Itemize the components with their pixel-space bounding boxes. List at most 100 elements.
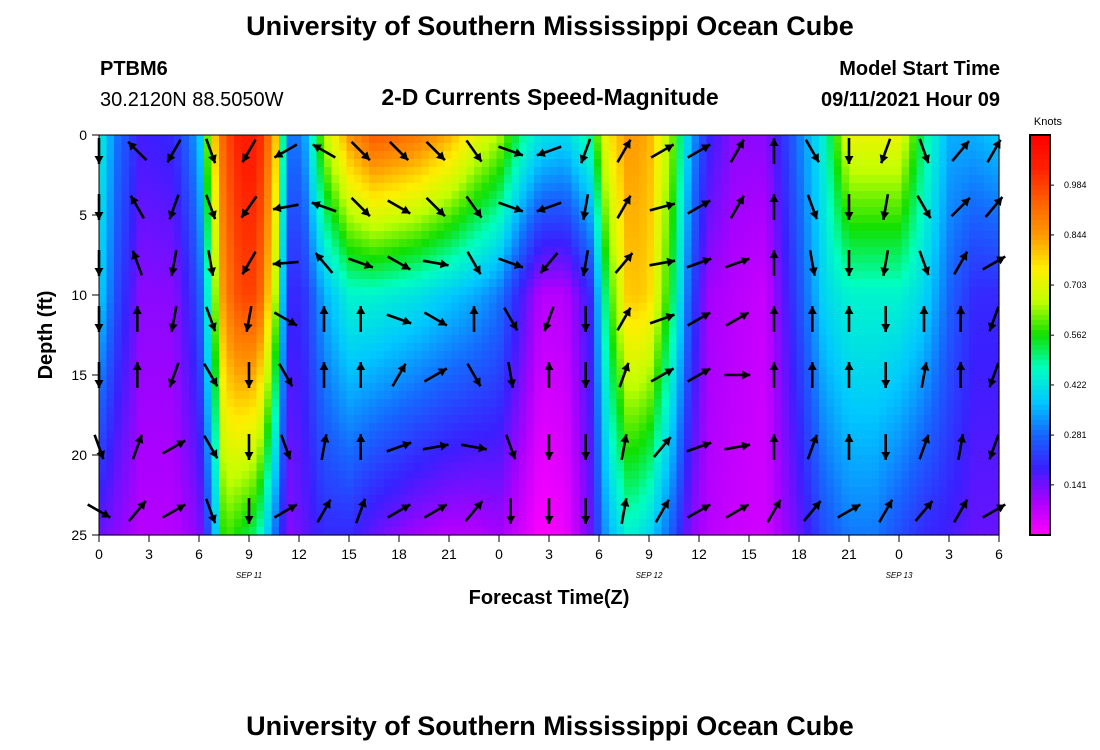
heatmap-cell [301,375,310,384]
heatmap-cell [676,263,685,272]
heatmap-cell [684,439,693,448]
heatmap-cell [751,471,760,480]
heatmap-cell [511,415,520,424]
heatmap-cell [211,143,220,152]
heatmap-cell [586,383,595,392]
heatmap-cell [504,335,513,344]
heatmap-cell [616,247,625,256]
heatmap-cell [564,375,573,384]
heatmap-cell [496,215,505,224]
heatmap-cell [204,303,213,312]
heatmap-cell [654,351,663,360]
heatmap-cell [339,167,348,176]
heatmap-cell [136,367,145,376]
heatmap-cell [174,391,183,400]
heatmap-cell [189,335,198,344]
heatmap-cell [796,239,805,248]
heatmap-cell [174,223,183,232]
heatmap-cell [256,231,265,240]
heatmap-cell [796,447,805,456]
heatmap-cell [406,407,415,416]
heatmap-cell [436,287,445,296]
heatmap-cell [684,215,693,224]
heatmap-cell [129,375,138,384]
heatmap-cell [714,375,723,384]
heatmap-cell [534,175,543,184]
heatmap-cell [459,287,468,296]
heatmap-cell [586,183,595,192]
heatmap-cell [819,231,828,240]
heatmap-cell [316,503,325,512]
heatmap-cell [661,327,670,336]
heatmap-cell [654,423,663,432]
heatmap-cell [376,295,385,304]
heatmap-cell [646,191,655,200]
heatmap-cell [744,191,753,200]
heatmap-cell [121,279,130,288]
heatmap-cell [819,223,828,232]
heatmap-cell [474,407,483,416]
heatmap-cell [256,311,265,320]
heatmap-cell [211,351,220,360]
heatmap-cell [691,287,700,296]
heatmap-cell [826,343,835,352]
heatmap-cell [384,239,393,248]
heatmap-cell [406,215,415,224]
heatmap-cell [226,519,235,528]
heatmap-cell [586,223,595,232]
heatmap-cell [444,431,453,440]
heatmap-cell [594,207,603,216]
heatmap-cell [331,327,340,336]
heatmap-cell [106,279,115,288]
heatmap-cell [331,295,340,304]
heatmap-cell [631,207,640,216]
heatmap-cell [631,479,640,488]
heatmap-cell [796,511,805,520]
heatmap-cell [579,495,588,504]
heatmap-cell [324,239,333,248]
heatmap-cell [376,159,385,168]
heatmap-cell [234,183,243,192]
heatmap-cell [729,383,738,392]
heatmap-cell [271,455,280,464]
heatmap-cell [826,375,835,384]
heatmap-cell [541,359,550,368]
heatmap-cell [819,383,828,392]
heatmap-cell [226,431,235,440]
heatmap-cell [684,327,693,336]
heatmap-cell [646,391,655,400]
heatmap-cell [541,527,550,536]
heatmap-cell [766,271,775,280]
heatmap-cell [586,239,595,248]
heatmap-cell [789,255,798,264]
heatmap-cell [631,191,640,200]
heatmap-cell [414,423,423,432]
heatmap-cell [159,151,168,160]
heatmap-cell [279,407,288,416]
heatmap-cell [511,519,520,528]
heatmap-cell [391,511,400,520]
heatmap-cell [789,175,798,184]
heatmap-cell [121,407,130,416]
heatmap-cell [121,175,130,184]
heatmap-cell [121,223,130,232]
heatmap-cell [354,447,363,456]
heatmap-cell [399,359,408,368]
heatmap-cell [136,343,145,352]
heatmap-cell [639,399,648,408]
heatmap-cell [789,367,798,376]
heatmap-cell [444,343,453,352]
heatmap-cell [796,343,805,352]
heatmap-cell [129,263,138,272]
heatmap-cell [264,191,273,200]
heatmap-cell [391,359,400,368]
heatmap-cell [526,239,535,248]
heatmap-cell [616,487,625,496]
heatmap-cell [226,455,235,464]
heatmap-cell [414,375,423,384]
heatmap-cell [519,471,528,480]
heatmap-cell [106,239,115,248]
heatmap-cell [144,479,153,488]
heatmap-cell [669,319,678,328]
heatmap-cell [451,295,460,304]
